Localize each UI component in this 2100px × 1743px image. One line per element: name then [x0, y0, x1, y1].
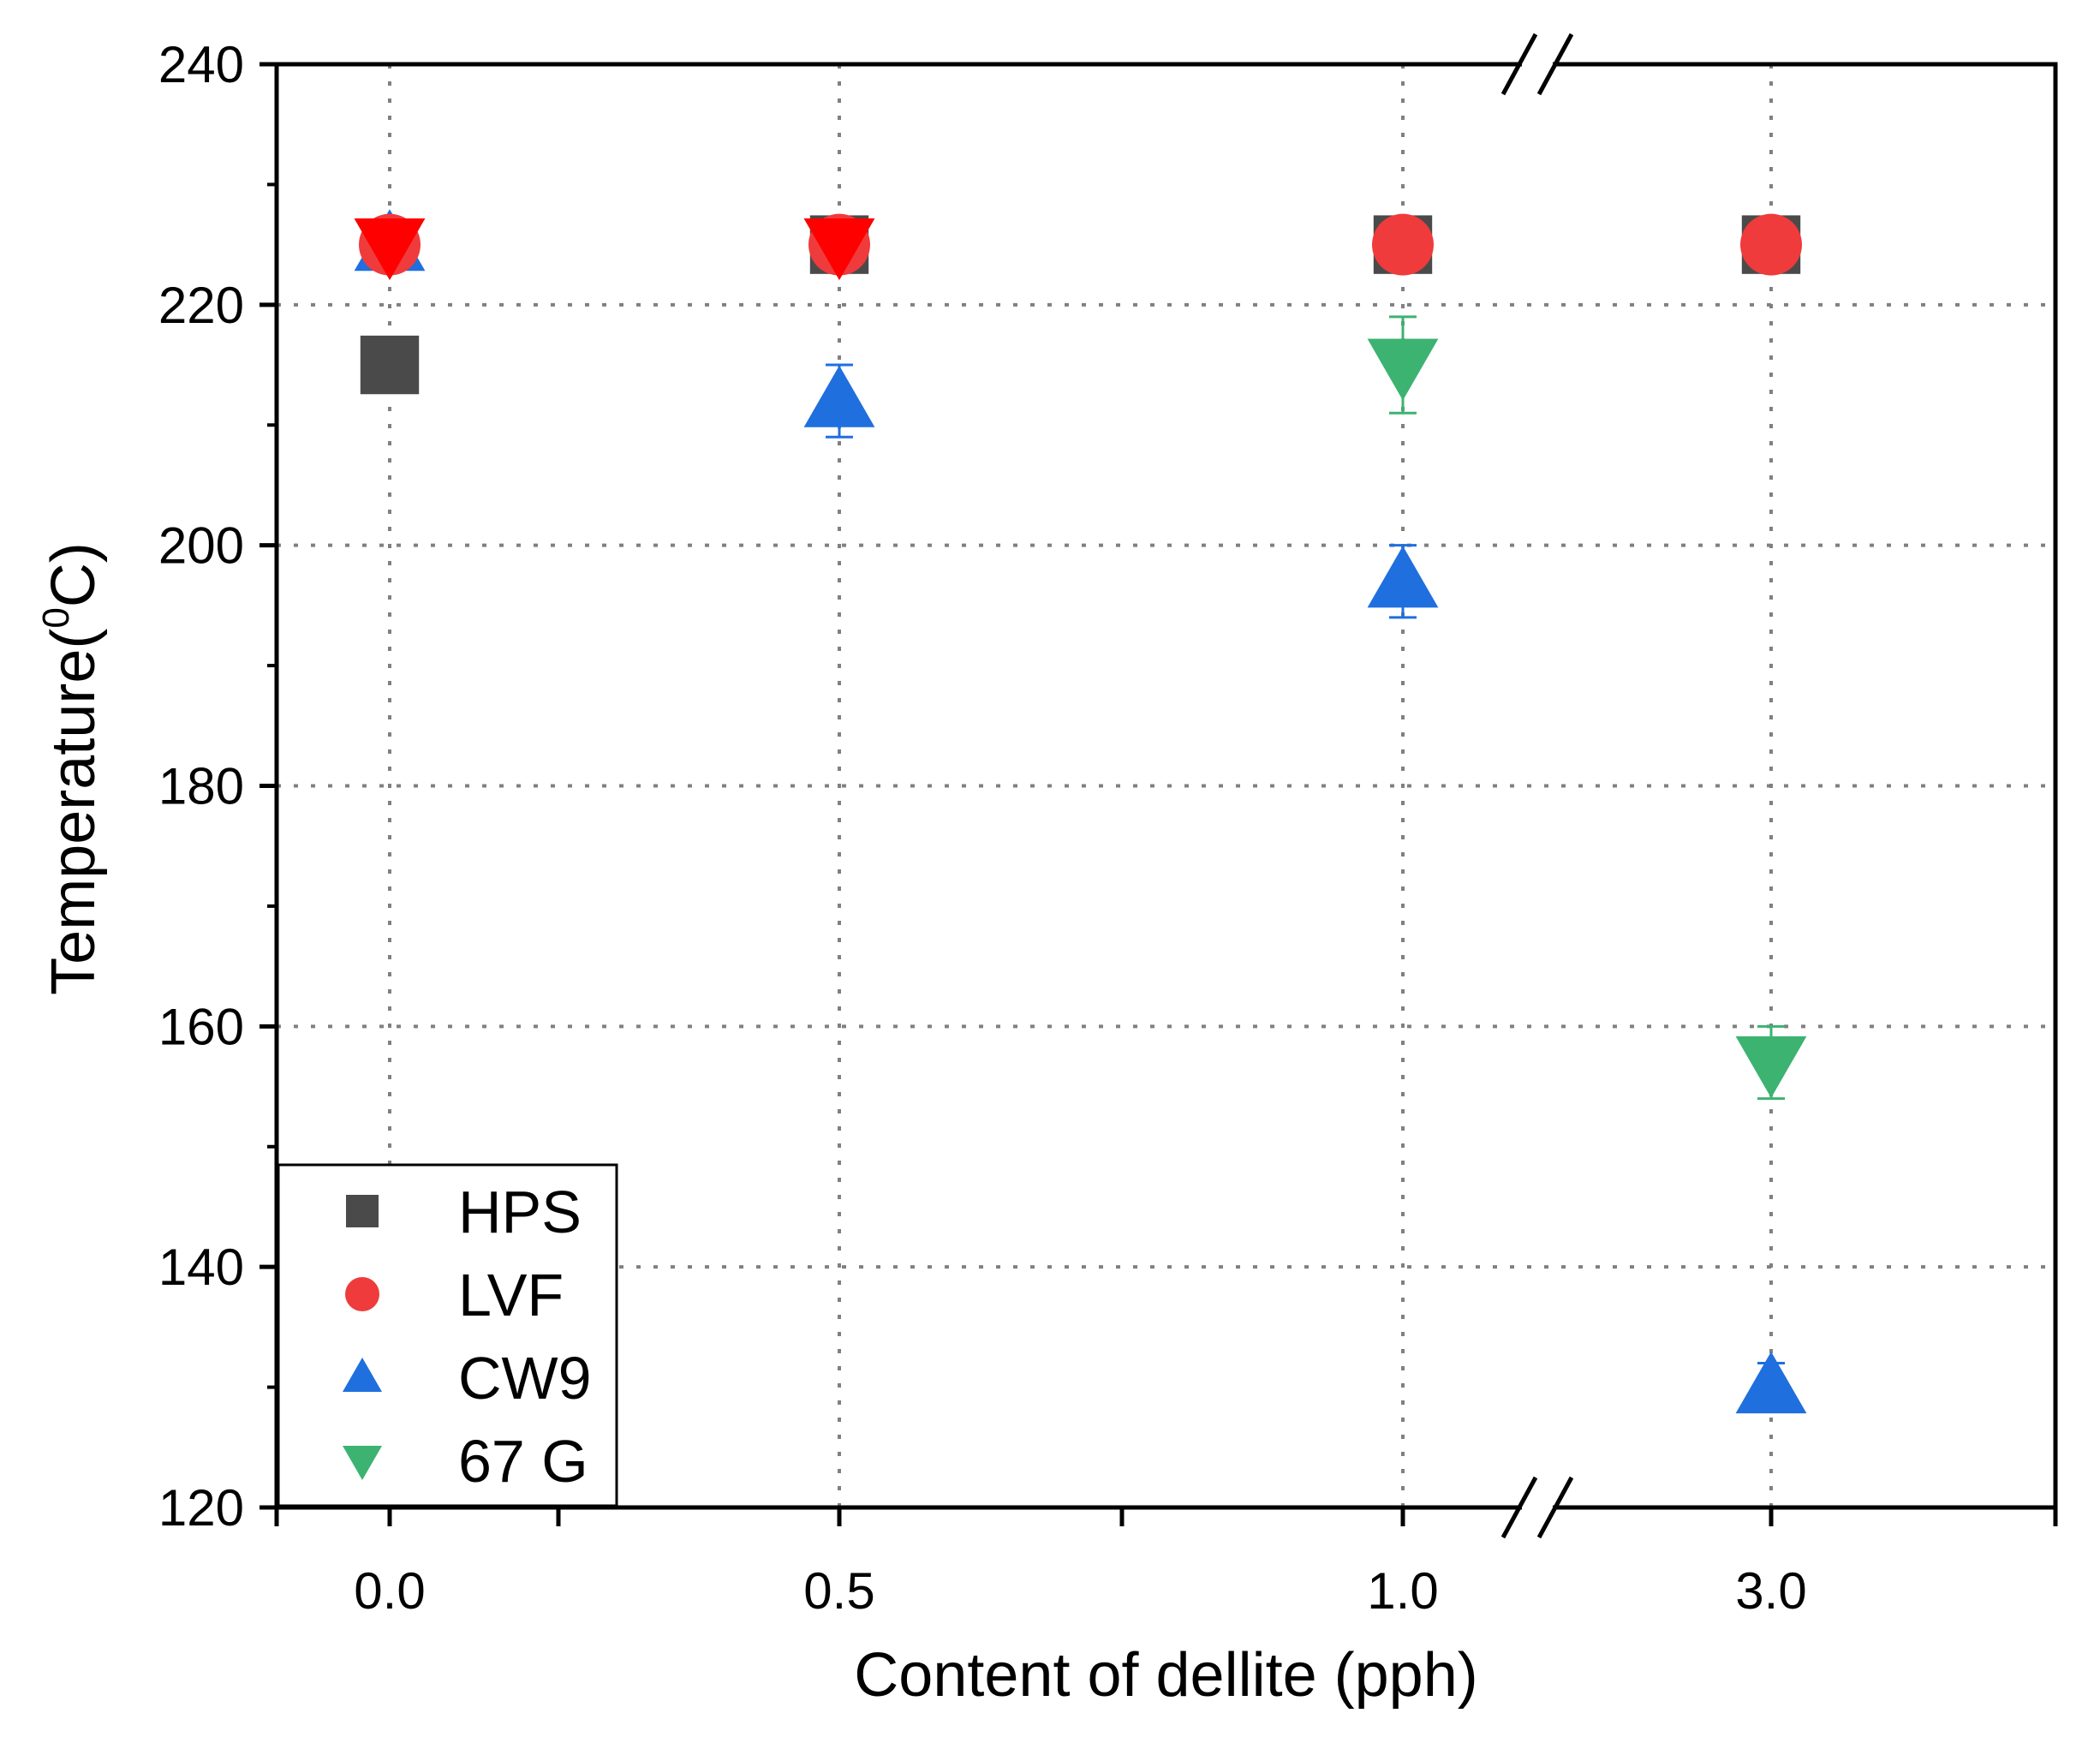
legend-marker-lvf — [345, 1277, 379, 1311]
axis-break-slash — [1536, 33, 1574, 96]
point-cw9-3.0 — [1735, 1352, 1807, 1414]
y-tick-label: 160 — [158, 998, 244, 1055]
legend: HPS LVF CW9 67 G — [277, 1163, 618, 1507]
y-tick-label: 200 — [158, 517, 244, 575]
legend-marker-hps — [346, 1195, 379, 1227]
y-axis-title-unit: C) — [39, 542, 108, 607]
legend-marker-cw9 — [343, 1358, 382, 1392]
point-cw9-1.0 — [1367, 546, 1439, 608]
y-tick-label: 240 — [158, 36, 244, 93]
legend-label: HPS — [458, 1179, 582, 1245]
y-axis-title-superscript: 0 — [35, 607, 77, 628]
point-hps-0.0 — [360, 335, 420, 395]
axis-break-gap — [1522, 1501, 1553, 1514]
axis-break-gap — [1522, 57, 1553, 71]
y-tick-label: 120 — [158, 1479, 244, 1537]
point-overlay-4-0.0 — [354, 218, 426, 281]
legend-label: LVF — [458, 1262, 564, 1328]
axes: 120 140 160 180 200 220 240 0.0 0.5 1.0 3.0 — [158, 33, 2058, 1620]
y-tick-label: 220 — [158, 277, 244, 334]
legend-label: CW9 — [458, 1345, 592, 1412]
y-tick-label: 140 — [158, 1239, 244, 1296]
point-lvf-1.0 — [1372, 213, 1434, 276]
legend-marker-67-g — [343, 1446, 382, 1480]
point-lvf-3.0 — [1740, 213, 1802, 276]
x-tick-label: 0.0 — [354, 1562, 425, 1620]
point-67-g-3.0 — [1735, 1036, 1807, 1098]
axis-break-slash — [1500, 33, 1538, 96]
x-tick-label: 1.0 — [1367, 1562, 1438, 1620]
data-points — [354, 209, 1807, 1414]
point-67-g-1.0 — [1367, 338, 1439, 401]
legend-label: 67 G — [458, 1428, 588, 1495]
x-tick-label: 0.5 — [803, 1562, 874, 1620]
y-tick-label: 180 — [158, 758, 244, 815]
x-tick-label: 3.0 — [1735, 1562, 1806, 1620]
y-axis-title-text: Temperature( — [39, 629, 108, 995]
x-axis-title: Content of dellite (pph) — [854, 1641, 1477, 1710]
axis-break-slash — [1500, 1476, 1538, 1539]
point-cw9-0.5 — [803, 365, 875, 427]
axis-break-slash — [1536, 1476, 1574, 1539]
y-axis-title: Temperature(0C) — [35, 542, 108, 995]
point-overlay-4-0.5 — [803, 218, 875, 281]
legend-box — [277, 1163, 618, 1507]
